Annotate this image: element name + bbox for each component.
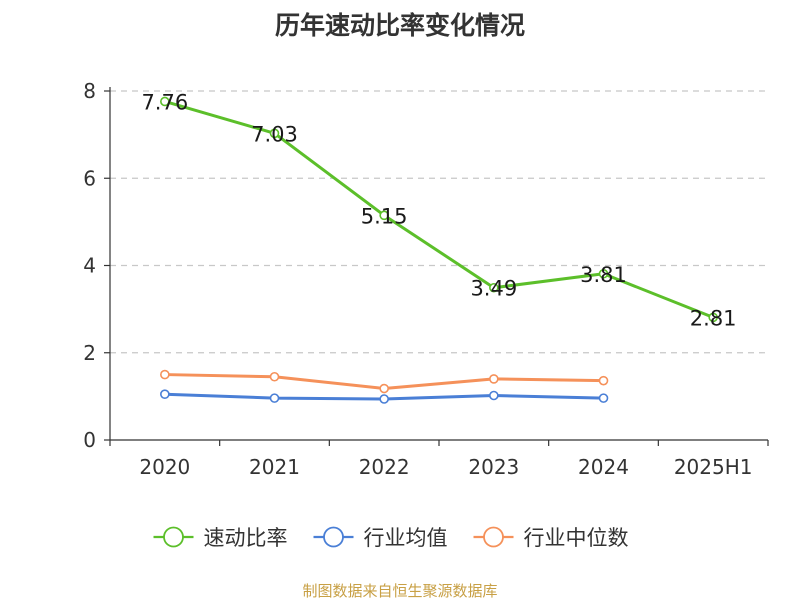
source-note: 制图数据来自恒生聚源数据库 [302, 582, 497, 600]
legend: 速动比率 行业均值 行业中位数 [153, 526, 629, 550]
data-label: 2.81 [690, 306, 737, 330]
series-layer: 7.76 7.03 5.15 3.49 3.81 2.81 [141, 90, 737, 404]
legend-label: 行业中位数 [524, 526, 629, 550]
legend-label: 行业均值 [364, 526, 448, 550]
data-point [598, 393, 609, 403]
data-point [379, 394, 389, 404]
x-tick-label: 2022 [359, 455, 410, 479]
x-tick-label: 2021 [249, 455, 300, 479]
legend-marker [483, 526, 504, 548]
data-point [379, 210, 389, 221]
series-line-0 [164, 100, 714, 319]
legend-marker [163, 526, 184, 548]
data-point [160, 389, 170, 399]
data-point [160, 96, 170, 107]
data-label: 7.03 [251, 122, 298, 146]
data-point [269, 393, 280, 403]
data-label: 3.49 [470, 277, 517, 301]
x-tick-label: 2020 [139, 455, 190, 479]
y-tick-label: 2 [83, 341, 96, 365]
y-tick-label: 4 [83, 254, 96, 278]
x-tick-label: 2025H1 [674, 455, 753, 479]
data-point [269, 128, 280, 139]
data-label: 7.76 [141, 90, 188, 114]
x-tick-label: 2023 [468, 455, 519, 479]
data-point [379, 383, 389, 394]
data-point [708, 312, 718, 323]
y-tick-label: 0 [83, 428, 96, 452]
data-point [160, 369, 170, 380]
grid-lines [110, 90, 768, 354]
axes: 0 2 4 6 8 2020 2021 2022 2023 2024 2025H1 [83, 79, 769, 479]
data-point [489, 374, 499, 384]
data-point [598, 268, 609, 279]
data-label: 5.15 [361, 204, 408, 228]
y-tick-label: 8 [83, 79, 96, 103]
x-tick-label: 2024 [578, 455, 629, 479]
data-label: 3.81 [580, 263, 627, 287]
legend-label: 速动比率 [204, 526, 288, 550]
y-tick-label: 6 [83, 166, 96, 190]
data-point [269, 371, 280, 382]
data-point [489, 282, 499, 293]
legend-marker [323, 526, 344, 548]
chart-title: 历年速动比率变化情况 [275, 11, 525, 40]
data-point [598, 375, 609, 386]
data-point [489, 390, 499, 401]
